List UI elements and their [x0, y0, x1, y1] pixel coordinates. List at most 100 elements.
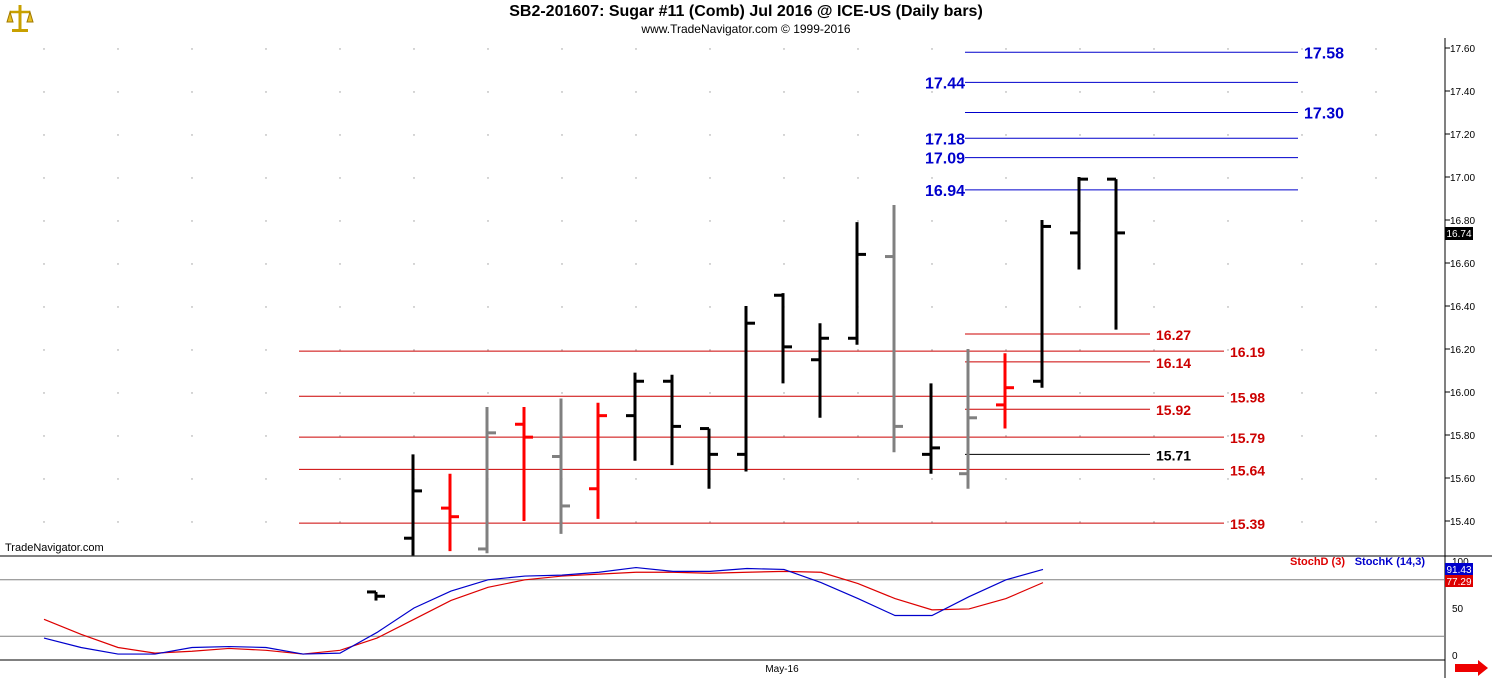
ohlc-bar — [774, 293, 792, 384]
grid-dot — [1079, 48, 1081, 50]
price-axis-label: 16.60 — [1450, 259, 1475, 270]
grid-dot — [635, 306, 637, 308]
grid-dot — [265, 306, 267, 308]
grid-dot — [117, 392, 119, 394]
grid-dot — [635, 48, 637, 50]
grid-dot — [1227, 521, 1229, 523]
stoch-axis-label: 0 — [1452, 651, 1458, 662]
grid-dot — [339, 177, 341, 179]
grid-dot — [43, 263, 45, 265]
grid-dot — [339, 435, 341, 437]
grid-dot — [117, 48, 119, 50]
grid-dot — [931, 349, 933, 351]
last-price-label: 16.74 — [1446, 229, 1471, 240]
grid-dot — [191, 263, 193, 265]
grid-dot — [413, 306, 415, 308]
level-label: 15.71 — [1156, 447, 1191, 463]
grid-dot — [857, 134, 859, 136]
stochastic-panel: 0 50 100 — [0, 557, 1469, 662]
grid-dot — [265, 48, 267, 50]
grid-dot — [191, 306, 193, 308]
grid-dot — [191, 349, 193, 351]
level-lines: 17.58 17.44 17.30 17.18 17.09 16.94 16.27 16.19… — [299, 45, 1344, 532]
grid-dot — [635, 177, 637, 179]
grid-dot — [1153, 306, 1155, 308]
grid-dot — [931, 134, 933, 136]
grid-dot — [1375, 263, 1377, 265]
grid-dot — [931, 48, 933, 50]
grid-dot — [1079, 91, 1081, 93]
grid-dot — [1079, 306, 1081, 308]
price-axis-label: 17.40 — [1450, 87, 1475, 98]
grid-dot — [413, 263, 415, 265]
grid-dot — [339, 220, 341, 222]
grid-dot — [191, 177, 193, 179]
scroll-right-arrow-icon[interactable] — [1455, 660, 1488, 676]
price-axis-label: 16.00 — [1450, 388, 1475, 399]
price-axis-label: 15.80 — [1450, 431, 1475, 442]
grid-dot — [487, 220, 489, 222]
grid-dot — [413, 349, 415, 351]
grid-dot — [1375, 220, 1377, 222]
grid-dot — [1375, 306, 1377, 308]
grid-dot — [709, 263, 711, 265]
grid-dot — [43, 220, 45, 222]
ohlc-bar — [404, 454, 422, 556]
grid-dot — [1005, 263, 1007, 265]
grid-dot — [1005, 521, 1007, 523]
grid-dot — [1153, 177, 1155, 179]
stochK-legend: StochK (14,3) — [1355, 556, 1426, 568]
level-label: 17.58 — [1304, 45, 1344, 62]
grid-dot — [339, 521, 341, 523]
grid-dot — [1301, 306, 1303, 308]
grid-dot — [857, 478, 859, 480]
grid-dot — [413, 91, 415, 93]
grid-dot — [487, 392, 489, 394]
price-axis-label: 17.60 — [1450, 44, 1475, 55]
grid-dot — [709, 48, 711, 50]
price-axis-label: 17.00 — [1450, 173, 1475, 184]
grid-dot — [783, 521, 785, 523]
chart-header: SB2-201607: Sugar #11 (Comb) Jul 2016 @ … — [0, 0, 1492, 38]
grid-dot — [635, 478, 637, 480]
grid-dot — [487, 306, 489, 308]
grid-dot — [265, 134, 267, 136]
grid-dot — [561, 220, 563, 222]
ohlc-bar — [922, 383, 940, 474]
ohlc-bar — [1107, 177, 1125, 330]
level-label: 16.94 — [925, 183, 965, 200]
grid-dot — [487, 91, 489, 93]
grid-dot — [1375, 134, 1377, 136]
grid-dot — [1301, 91, 1303, 93]
grid-dot — [117, 435, 119, 437]
price-axis: 15.40 15.60 15.80 16.00 16.20 16.40 16.60 16.80… — [1445, 44, 1475, 528]
grid-dot — [265, 177, 267, 179]
grid-dot — [1375, 435, 1377, 437]
grid-dot — [709, 392, 711, 394]
grid-dot — [487, 48, 489, 50]
grid-dot — [265, 263, 267, 265]
grid-dot — [43, 521, 45, 523]
grid-dot — [413, 220, 415, 222]
grid-dot — [339, 478, 341, 480]
grid-dot — [1375, 392, 1377, 394]
grid-dot — [191, 392, 193, 394]
grid-dot — [1079, 349, 1081, 351]
price-axis-label: 16.80 — [1450, 216, 1475, 227]
grid-dot — [857, 177, 859, 179]
grid-dot — [191, 435, 193, 437]
grid-dot — [413, 134, 415, 136]
grid-dot — [1005, 134, 1007, 136]
grid-dot — [635, 134, 637, 136]
ohlc-bar — [1033, 220, 1051, 388]
chart-subtitle: www.TradeNavigator.com © 1999-2016 — [641, 22, 851, 36]
grid-dot — [43, 48, 45, 50]
grid-dot — [1153, 263, 1155, 265]
level-label: 17.30 — [1304, 106, 1344, 123]
grid-dot — [783, 134, 785, 136]
grid-dot — [783, 177, 785, 179]
grid-dot — [709, 177, 711, 179]
grid-dot — [1227, 478, 1229, 480]
grid-dot — [1375, 177, 1377, 179]
grid-dot — [43, 478, 45, 480]
